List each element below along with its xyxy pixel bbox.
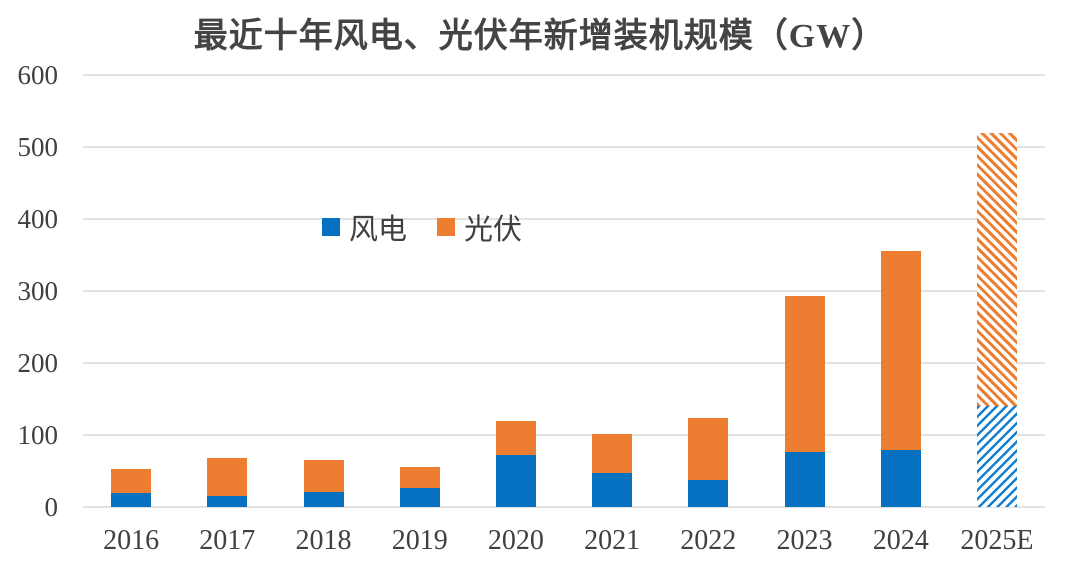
y-axis-label: 200: [17, 348, 59, 378]
bar-segment-solar: [592, 433, 633, 474]
bar-segment-solar: [880, 250, 921, 451]
bar-segment-solar: [688, 417, 729, 481]
x-axis-label: 2021: [584, 525, 641, 556]
y-axis-label: 400: [17, 204, 59, 234]
gridline: [83, 434, 1045, 436]
legend: 风电 光伏: [322, 212, 522, 246]
x-axis-label: 2023: [776, 525, 833, 556]
solar-legend-swatch-icon: [437, 218, 456, 236]
x-axis-label: 2016: [103, 525, 160, 556]
x-axis-label: 2022: [680, 525, 737, 556]
gridline: [83, 290, 1045, 292]
bar-segment-solar: [784, 296, 825, 453]
y-axis-label: 500: [17, 132, 59, 162]
bar-segment-wind: [495, 455, 536, 507]
bar-segment-wind: [399, 488, 440, 507]
wind-legend-swatch-icon: [322, 218, 340, 236]
y-axis-label: 600: [17, 60, 59, 90]
x-axis-label: 2019: [391, 525, 448, 556]
y-axis-label: 300: [17, 276, 59, 306]
bar-segment-solar: [495, 420, 536, 456]
bar-segment-wind: [303, 491, 344, 507]
bar-segment-solar: [207, 458, 248, 497]
y-axis-label: 0: [44, 492, 59, 522]
bar-segment-wind: [880, 450, 921, 507]
x-axis-label: 2024: [872, 525, 929, 556]
legend-label-wind: 风电: [349, 214, 408, 246]
bar-segment-solar: [303, 460, 344, 492]
x-axis-label: 2018: [295, 525, 352, 556]
bar-segment-wind: [688, 480, 729, 507]
x-axis-label: 2025E: [960, 525, 1034, 556]
gridline: [83, 146, 1045, 148]
legend-item-solar: 光伏: [437, 206, 522, 248]
legend-item-wind: 风电: [322, 206, 407, 248]
plot-area: 风电 光伏: [83, 74, 1045, 508]
bar-segment-solar-forecast: [976, 132, 1017, 407]
gridline: [83, 74, 1045, 76]
bar-segment-wind: [784, 452, 825, 507]
legend-label-solar: 光伏: [464, 214, 523, 246]
bar-segment-solar: [111, 468, 152, 494]
bar-segment-wind: [592, 473, 633, 507]
gridline: [83, 218, 1045, 220]
bar-segment-wind: [207, 496, 248, 507]
gridline: [83, 362, 1045, 364]
y-axis-label: 100: [17, 420, 59, 450]
chart-title: 最近十年风电、光伏年新增装机规模（GW）: [193, 18, 887, 55]
x-axis-label: 2017: [199, 525, 256, 556]
bar-segment-wind: [111, 493, 152, 507]
bar-segment-solar: [399, 466, 440, 489]
x-axis-label: 2020: [487, 525, 544, 556]
bar-segment-wind-forecast: [976, 406, 1017, 507]
gridline: [83, 506, 1045, 508]
